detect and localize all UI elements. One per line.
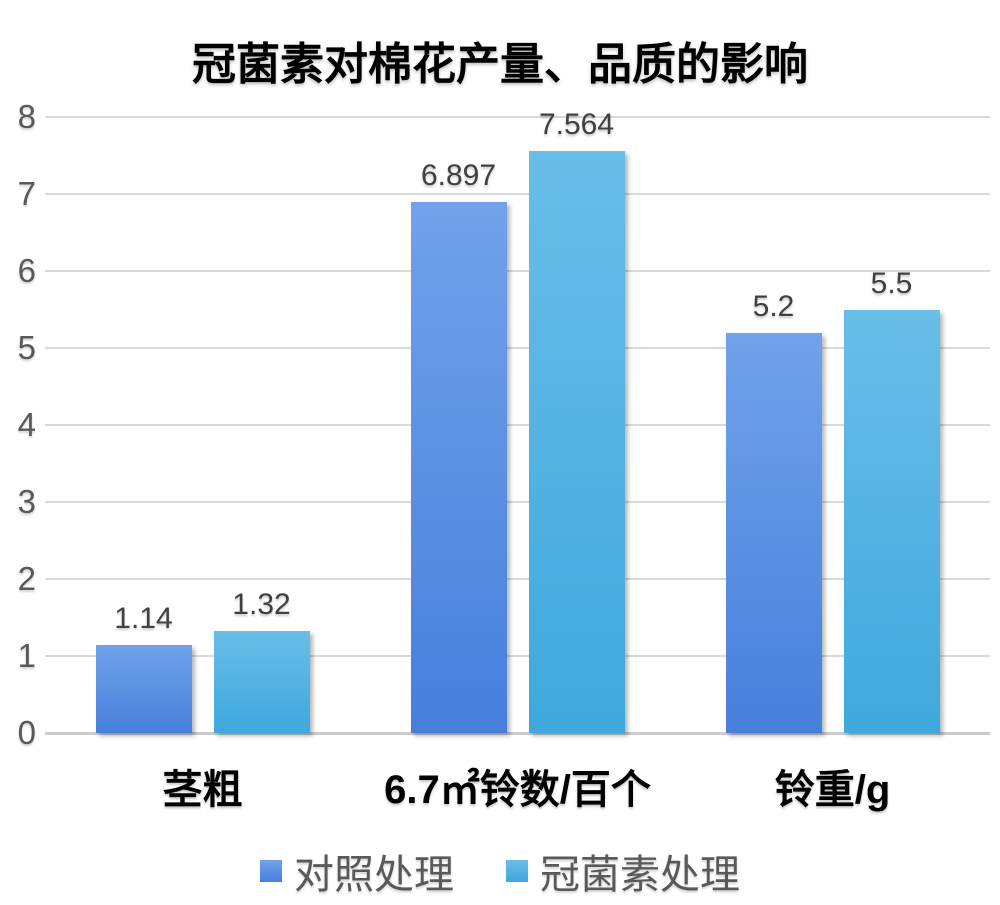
data-label-series2-cat1: 1.32 <box>232 588 291 622</box>
gridline-y3 <box>45 501 990 503</box>
legend-item-series2: 冠菌素处理 <box>506 842 740 900</box>
x-axis-label-cat1: 茎粗 <box>162 768 243 812</box>
bar-series1-cat2 <box>410 201 507 733</box>
gridline-y1 <box>45 655 990 657</box>
x-axis-label-cat3: 铃重/g <box>774 768 891 812</box>
y-tick-label-8: 8 <box>17 98 36 135</box>
data-label-series2-cat2: 7.564 <box>538 107 615 141</box>
data-label-series1-cat3: 5.2 <box>752 289 795 323</box>
chart-title: 冠菌素对棉花产量、品质的影响 <box>192 40 808 89</box>
data-label-series1-cat1: 1.14 <box>114 602 173 636</box>
y-tick-label-4: 4 <box>17 406 36 443</box>
y-tick-label-1: 1 <box>17 637 36 674</box>
bar-series1-cat1 <box>95 645 192 733</box>
gridline-y4 <box>45 424 990 426</box>
data-label-series1-cat2: 6.897 <box>420 158 497 192</box>
bar-series2-cat3 <box>843 309 940 733</box>
y-tick-label-2: 2 <box>17 560 36 597</box>
gridline-y5 <box>45 347 990 349</box>
y-tick-label-3: 3 <box>17 483 36 520</box>
gridline-y8 <box>45 116 990 118</box>
x-axis-label-cat2: 6.7㎡铃数/百个 <box>384 768 651 812</box>
x-axis-line <box>45 731 990 735</box>
legend: 对照处理 冠菌素处理 <box>0 842 1000 900</box>
legend-marker-icon-series1 <box>260 860 282 882</box>
bar-series2-cat2 <box>528 150 625 733</box>
bar-series1-cat3 <box>725 332 822 733</box>
bar-series2-cat1 <box>213 631 310 733</box>
legend-label-series1: 对照处理 <box>294 853 454 897</box>
y-tick-label-7: 7 <box>17 175 36 212</box>
legend-item-series1: 对照处理 <box>260 842 454 900</box>
gridline-y2 <box>45 578 990 580</box>
legend-label-series2: 冠菌素处理 <box>540 853 740 897</box>
data-label-series2-cat3: 5.5 <box>870 266 913 300</box>
legend-marker-icon-series2 <box>506 860 528 882</box>
gridline-y6 <box>45 270 990 272</box>
y-tick-label-6: 6 <box>17 252 36 289</box>
y-tick-label-0: 0 <box>17 714 36 751</box>
gridline-y7 <box>45 193 990 195</box>
y-tick-label-5: 5 <box>17 329 36 366</box>
